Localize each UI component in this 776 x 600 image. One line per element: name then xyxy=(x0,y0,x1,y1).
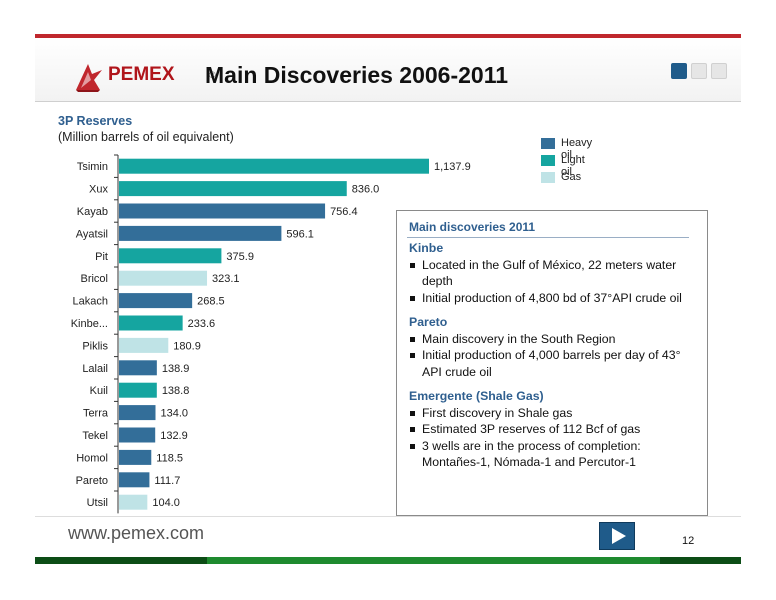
bar-xux xyxy=(119,181,347,197)
value-label: 180.9 xyxy=(173,340,201,352)
box-title: Main discoveries 2011 xyxy=(409,220,536,234)
category-label: Pit xyxy=(95,251,108,263)
bar-ayatsil xyxy=(119,225,282,241)
legend-swatch xyxy=(541,155,555,166)
category-label: Tekel xyxy=(82,430,108,442)
top-red-bar xyxy=(35,34,741,38)
bar-kuil xyxy=(119,382,157,398)
legend-swatch xyxy=(541,138,555,149)
category-label: Piklis xyxy=(82,340,108,352)
bar-tekel xyxy=(119,427,156,443)
category-label: Pareto xyxy=(76,475,108,487)
main-discoveries-2011-box: Main discoveries 2011 Kinbe Located in t… xyxy=(396,210,708,516)
bar-lalail xyxy=(119,360,157,376)
bar-homol xyxy=(119,449,152,465)
page-title: Main Discoveries 2006-2011 xyxy=(205,62,509,88)
value-label: 138.9 xyxy=(162,363,190,375)
chart-subtitle-units: (Million barrels of oil equivalent) xyxy=(58,130,234,144)
category-label: Kuil xyxy=(90,385,108,397)
bullet-item: First discovery in Shale gas xyxy=(409,405,701,422)
page-number: 12 xyxy=(682,535,695,547)
header-divider xyxy=(35,101,741,102)
section-heading-pareto: Pareto xyxy=(409,315,448,329)
category-label: Bricol xyxy=(80,273,108,285)
value-label: 756.4 xyxy=(330,206,358,218)
section-heading-kinbe: Kinbe xyxy=(409,241,444,255)
category-label: Tsimin xyxy=(77,161,108,173)
value-label: 134.0 xyxy=(161,408,189,420)
bottom-green-bar xyxy=(35,557,741,564)
value-label: 104.0 xyxy=(152,497,180,509)
bullet-item: Main discovery in the South Region xyxy=(409,331,701,348)
category-label: Lakach xyxy=(73,296,108,308)
next-slide-button[interactable] xyxy=(599,522,635,550)
value-label: 138.8 xyxy=(162,385,190,397)
legend-swatch xyxy=(541,172,555,183)
chart-subtitle-reserves: 3P Reserves xyxy=(58,114,133,128)
section-heading-emergente: Emergente (Shale Gas) xyxy=(409,389,544,403)
bar-pit xyxy=(119,248,222,264)
bar-pareto xyxy=(119,472,150,488)
value-label: 118.5 xyxy=(156,452,183,464)
bar-piklis xyxy=(119,337,169,353)
value-label: 132.9 xyxy=(160,430,188,442)
legend-label: Light oil xyxy=(561,154,585,178)
box-content: Kinbe Located in the Gulf of México, 22 … xyxy=(409,240,701,471)
bar-tsimin xyxy=(119,158,429,174)
value-label: 323.1 xyxy=(212,273,240,285)
pemex-logo: PEMEX ® xyxy=(72,60,222,94)
bullet-item: 3 wells are in the process of completion… xyxy=(409,438,701,471)
pemex-eagle-icon xyxy=(76,64,102,92)
bar-terra xyxy=(119,405,156,421)
header-band xyxy=(35,38,741,102)
value-label: 111.7 xyxy=(154,475,180,487)
bar-kinbe xyxy=(119,315,183,331)
value-label: 1,137.9 xyxy=(434,161,471,173)
category-label: Terra xyxy=(83,408,109,420)
logo-registered: ® xyxy=(209,70,216,80)
category-label: Kayab xyxy=(77,206,108,218)
bullet-item: Initial production of 4,800 bd of 37°API… xyxy=(409,290,701,307)
bullet-item: Estimated 3P reserves of 112 Bcf of gas xyxy=(409,421,701,438)
bottom-bar-accent-left xyxy=(35,557,207,564)
category-label: Utsil xyxy=(87,497,108,509)
category-label: Xux xyxy=(89,184,108,196)
value-label: 375.9 xyxy=(226,251,254,263)
bullet-item: Located in the Gulf of México, 22 meters… xyxy=(409,257,701,290)
bottom-bar-accent-right xyxy=(660,557,741,564)
value-label: 233.6 xyxy=(188,318,216,330)
legend-label: Gas xyxy=(561,171,582,183)
category-label: Kinbe... xyxy=(71,318,108,330)
bar-lakach xyxy=(119,293,193,309)
value-label: 836.0 xyxy=(352,184,380,196)
bullet-item: Initial production of 4,000 barrels per … xyxy=(409,347,701,380)
value-label: 268.5 xyxy=(197,296,225,308)
logo-text: PEMEX xyxy=(108,64,175,85)
bar-bricol xyxy=(119,270,208,286)
value-label: 596.1 xyxy=(286,228,314,240)
footer-divider xyxy=(35,516,741,517)
bar-utsil xyxy=(119,494,148,510)
category-label: Ayatsil xyxy=(76,228,108,240)
box-title-rule xyxy=(407,237,689,238)
category-label: Lalail xyxy=(82,363,108,375)
footer-website[interactable]: www.pemex.com xyxy=(68,523,205,543)
category-label: Homol xyxy=(76,452,108,464)
legend-label: Heavy oil xyxy=(561,137,593,161)
bar-kayab xyxy=(119,203,326,219)
